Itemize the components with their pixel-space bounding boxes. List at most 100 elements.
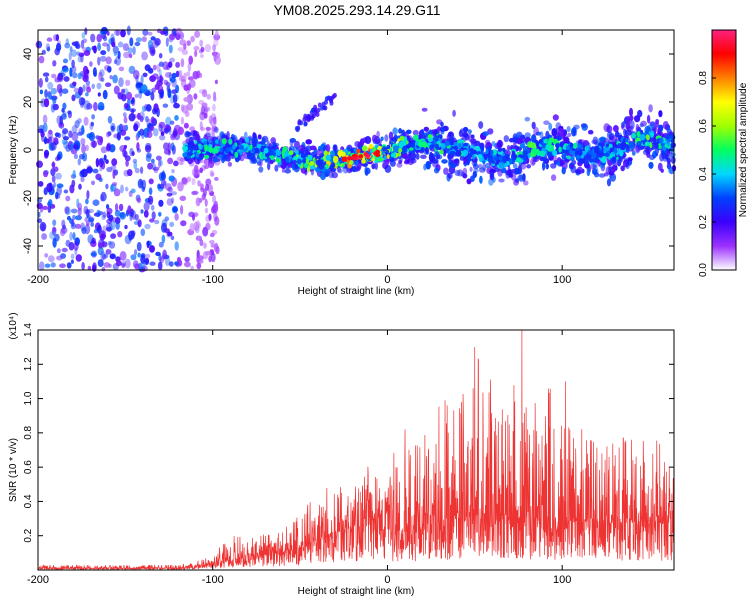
- spectrogram-noise-cell: [77, 202, 83, 211]
- spectrogram-noise-cell: [213, 91, 217, 100]
- spectrogram-band-cell: [380, 136, 384, 141]
- spectrogram-band-cell: [221, 152, 228, 162]
- spectrogram-noise-cell: [137, 112, 141, 120]
- spectrogram-noise-cell: [208, 213, 212, 221]
- spectrogram-core-cell: [330, 150, 335, 157]
- spectrogram-streak-cell: [316, 107, 321, 113]
- spectrogram-noise-cell: [159, 159, 163, 167]
- spectrogram-noise-cell: [168, 126, 172, 136]
- spectrogram-core-cell: [296, 158, 302, 165]
- spectrogram-noise-cell: [88, 131, 95, 142]
- spectrogram-noise-cell: [181, 177, 188, 186]
- spectrogram-x-tick-label: -200: [27, 274, 49, 286]
- spectrogram-noise-cell: [80, 138, 86, 146]
- spectrogram-core-cell: [483, 153, 488, 161]
- spectrogram-band-cell: [244, 131, 248, 139]
- spectrogram-noise-cell: [173, 160, 179, 167]
- spectrogram-noise-cell: [177, 126, 184, 135]
- spectrogram-core-cell: [620, 146, 626, 150]
- spectrogram-core-cell: [454, 144, 458, 152]
- spectrogram-noise-cell: [147, 162, 153, 170]
- spectrogram-core-cell: [282, 146, 288, 152]
- spectrogram-noise-cell: [47, 81, 54, 90]
- spectrogram-core-cell: [497, 147, 503, 152]
- spectrogram-noise-cell: [204, 198, 208, 207]
- spectrogram-core-cell: [208, 146, 213, 153]
- spectrogram-core-cell: [405, 144, 411, 149]
- spectrogram-noise-cell: [178, 70, 183, 77]
- spectrogram-band-cell: [213, 126, 219, 133]
- spectrogram-band-cell: [551, 153, 557, 163]
- spectrogram-noise-cell: [44, 263, 51, 268]
- spectrogram-band-cell: [561, 154, 567, 161]
- spectrogram-noise-cell: [42, 114, 48, 124]
- spectrogram-noise-cell: [169, 33, 176, 41]
- spectrogram-noise-cell: [47, 129, 53, 140]
- spectrogram-y-tick-label: -20: [22, 190, 34, 206]
- spectrogram-band-cell: [665, 154, 672, 160]
- spectrogram-band-cell: [516, 137, 523, 145]
- spectrogram-streak-cell: [303, 121, 308, 127]
- colorbar-tick-label: 0.4: [698, 167, 709, 181]
- spectrogram-noise-cell: [65, 239, 71, 247]
- spectrogram-noise-cell: [172, 128, 178, 138]
- spectrogram-peak-cell: [342, 157, 347, 162]
- spectrogram-band-cell: [305, 139, 313, 145]
- spectrogram-noise-cell: [158, 159, 161, 168]
- spectrogram-band-cell: [478, 163, 483, 170]
- spectrogram-band-cell: [309, 145, 317, 151]
- spectrogram-core-cell: [390, 153, 395, 158]
- spectrogram-noise-cell: [184, 111, 190, 117]
- spectrogram-core-cell: [325, 154, 332, 161]
- spectrogram-noise-cell: [97, 246, 104, 256]
- spectrogram-band-cell: [622, 159, 630, 168]
- spectrogram-band-cell: [396, 162, 403, 168]
- spectrogram-noise-cell: [62, 58, 69, 64]
- spectrogram-noise-cell: [118, 203, 124, 212]
- spectrogram-core-cell: [547, 139, 552, 146]
- spectrogram-core-cell: [386, 144, 391, 149]
- spectrogram-core-cell: [272, 152, 276, 157]
- spectrogram-noise-cell: [56, 248, 61, 254]
- spectrogram-noise-cell: [133, 161, 138, 170]
- spectrogram-noise-cell: [178, 75, 184, 82]
- spectrogram-band-cell: [648, 104, 653, 113]
- spectrogram-core-cell: [421, 141, 428, 148]
- spectrogram-core-cell: [444, 140, 451, 147]
- spectrogram-core-cell: [263, 147, 269, 154]
- spectrogram-noise-cell: [141, 51, 149, 61]
- spectrogram-band-cell: [272, 142, 280, 147]
- spectrogram-noise-cell: [89, 61, 93, 67]
- spectrogram-noise-cell: [187, 62, 192, 72]
- spectrogram-band-cell: [267, 162, 271, 171]
- spectrogram-noise-cell: [106, 43, 111, 52]
- spectrogram-noise-cell: [71, 131, 79, 142]
- spectrogram-noise-cell: [145, 253, 151, 259]
- spectrogram-core-cell: [410, 143, 416, 148]
- spectrogram-band-cell: [621, 125, 625, 130]
- spectrogram-streak-cell: [307, 114, 312, 120]
- snr-y-tick-label: 0.2: [23, 528, 34, 542]
- spectrogram-band-cell: [498, 178, 505, 183]
- spectrogram-noise-cell: [215, 245, 220, 255]
- spectrogram-band-cell: [466, 178, 472, 185]
- spectrogram-noise-cell: [86, 190, 90, 200]
- spectrogram-noise-cell: [183, 122, 189, 129]
- spectrogram-core-cell: [594, 145, 600, 153]
- spectrogram-noise-cell: [62, 102, 67, 110]
- spectrogram-noise-cell: [212, 194, 217, 204]
- spectrogram-core-cell: [275, 149, 282, 156]
- spectrogram-noise-cell: [166, 192, 173, 197]
- spectrogram-noise-cell: [128, 113, 136, 122]
- spectrogram-band-cell: [598, 173, 606, 178]
- spectrogram-core-cell: [361, 159, 366, 164]
- spectrogram-noise-cell: [72, 169, 76, 179]
- spectrogram-band-cell: [646, 149, 651, 155]
- spectrogram-noise-cell: [46, 37, 53, 42]
- spectrogram-band-cell: [551, 130, 558, 135]
- spectrogram-band-cell: [539, 131, 544, 139]
- spectrogram-noise-cell: [165, 116, 172, 127]
- spectrogram-noise-cell: [110, 125, 115, 131]
- spectrogram-band-cell: [469, 166, 473, 172]
